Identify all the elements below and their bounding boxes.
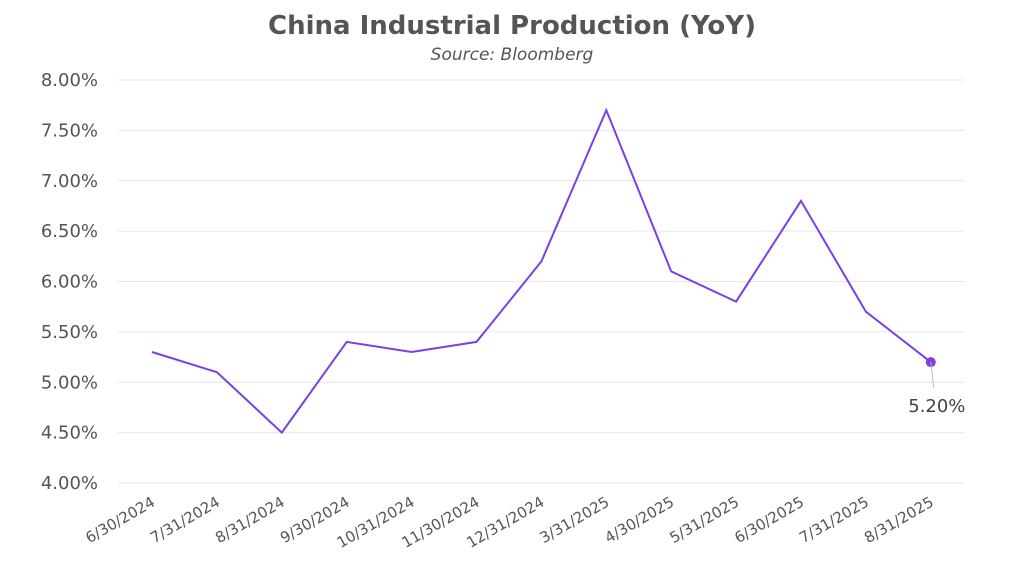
y-tick-label: 5.50%	[41, 322, 98, 343]
y-tick-label: 8.00%	[41, 70, 98, 91]
x-tick-label: 8/31/2025	[861, 493, 937, 547]
x-tick-label: 6/30/2025	[731, 493, 807, 547]
data-label-layer: 5.20%	[908, 362, 965, 417]
series-layer	[151, 107, 936, 435]
y-tick-label: 4.00%	[41, 473, 98, 494]
grid-layer	[118, 79, 964, 484]
x-tick-label: 8/31/2024	[212, 493, 288, 547]
x-axis-ticks: 6/30/20247/31/20248/31/20249/30/202410/3…	[82, 493, 936, 552]
x-tick-label: 6/30/2024	[82, 493, 158, 547]
y-tick-label: 5.00%	[41, 372, 98, 393]
y-tick-label: 4.50%	[41, 423, 98, 444]
chart-title: China Industrial Production (YoY)	[268, 11, 756, 41]
x-tick-label: 5/31/2025	[666, 493, 742, 547]
y-axis-ticks: 4.00% 4.50% 5.00% 5.50% 6.00% 6.50% 7.00% 7.50%…	[41, 70, 98, 494]
y-tick-label: 6.50%	[41, 221, 98, 242]
last-value-label: 5.20%	[908, 396, 965, 417]
x-tick-label: 7/31/2024	[147, 493, 223, 547]
chart-subtitle: Source: Bloomberg	[431, 45, 594, 65]
y-tick-label: 6.00%	[41, 272, 98, 293]
y-tick-label: 7.00%	[41, 171, 98, 192]
y-tick-label: 7.50%	[41, 120, 98, 141]
data-label-leader	[930, 362, 935, 389]
x-tick-label: 3/31/2025	[537, 493, 613, 547]
x-tick-label: 4/30/2025	[602, 493, 678, 547]
series-line	[151, 107, 932, 435]
x-tick-label: 7/31/2025	[796, 493, 872, 547]
